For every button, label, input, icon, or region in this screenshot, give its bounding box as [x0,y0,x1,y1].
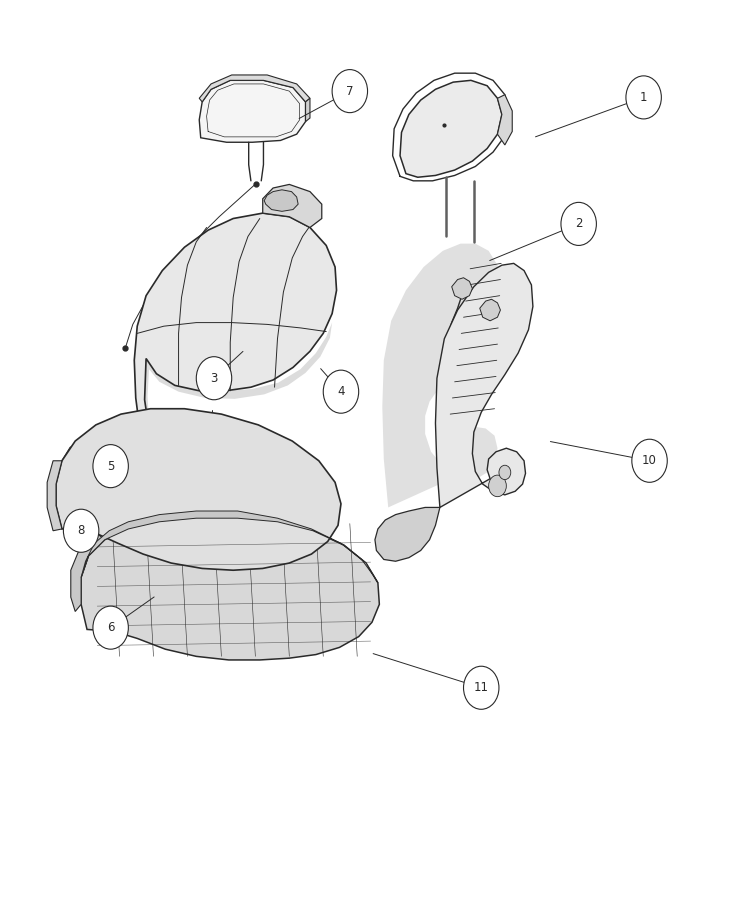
Polygon shape [134,213,336,432]
Circle shape [464,666,499,709]
Polygon shape [265,190,298,212]
Polygon shape [400,80,502,177]
Polygon shape [162,454,180,491]
Text: 11: 11 [473,681,489,694]
Polygon shape [56,409,341,571]
Polygon shape [382,244,500,508]
Circle shape [488,475,506,497]
Polygon shape [81,511,378,583]
Circle shape [93,606,128,649]
Circle shape [196,356,232,400]
Polygon shape [497,94,512,145]
Polygon shape [47,461,62,531]
Polygon shape [452,278,472,300]
Text: 3: 3 [210,372,218,384]
Circle shape [561,202,597,246]
Text: 8: 8 [77,524,84,537]
Circle shape [323,370,359,413]
Circle shape [64,509,99,553]
Polygon shape [60,436,167,468]
Text: 2: 2 [575,218,582,230]
Polygon shape [199,75,310,102]
Polygon shape [436,264,533,508]
Polygon shape [81,518,379,660]
Polygon shape [59,441,174,517]
Polygon shape [199,80,305,142]
Text: 10: 10 [642,454,657,467]
Polygon shape [305,98,310,122]
Text: 4: 4 [337,385,345,398]
Polygon shape [479,300,500,320]
Circle shape [632,439,667,482]
Polygon shape [71,533,104,611]
Text: 1: 1 [640,91,648,104]
Circle shape [626,76,662,119]
Polygon shape [375,508,440,562]
Text: 6: 6 [107,621,114,634]
Circle shape [93,445,128,488]
Polygon shape [263,184,322,228]
Text: 5: 5 [107,460,114,473]
Text: 7: 7 [346,85,353,97]
Circle shape [332,69,368,112]
Polygon shape [144,322,332,432]
Circle shape [499,465,511,480]
